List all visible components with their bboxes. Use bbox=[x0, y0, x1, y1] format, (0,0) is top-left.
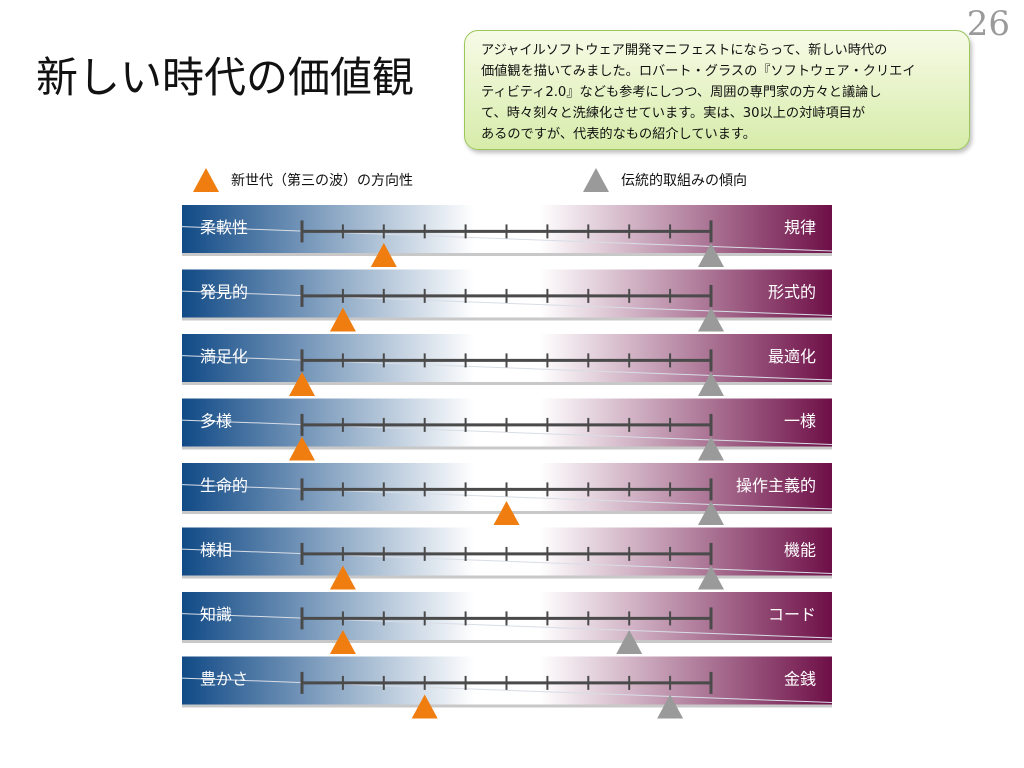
scale-row: 発見的 形式的 bbox=[181, 269, 833, 332]
new-generation-marker bbox=[329, 630, 356, 654]
new-generation-marker bbox=[411, 694, 438, 719]
right-value-label: 規律 bbox=[784, 218, 816, 237]
right-value-label: 一様 bbox=[784, 412, 816, 431]
scale-row: 様相 機能 bbox=[181, 527, 833, 590]
scale-bar-shadow bbox=[182, 575, 832, 579]
gray-triangle-icon bbox=[583, 168, 609, 192]
traditional-marker bbox=[698, 243, 724, 267]
new-generation-marker bbox=[329, 565, 356, 590]
orange-triangle-icon bbox=[193, 168, 219, 192]
scale-diagonal bbox=[181, 355, 833, 381]
new-generation-marker bbox=[493, 501, 520, 525]
scale-row: 知識 コード bbox=[181, 592, 833, 654]
traditional-marker bbox=[657, 694, 684, 719]
legend-new-label: 新世代（第三の波）の方向性 bbox=[231, 173, 413, 189]
callout-line: て、時々刻々と洗練化させています。実は、30以上の対峙項目が bbox=[481, 106, 866, 121]
page-number: 26 bbox=[966, 4, 1010, 44]
new-generation-marker bbox=[370, 243, 397, 267]
scale-bar-shadow bbox=[182, 382, 832, 385]
scale-row: 豊かさ 金銭 bbox=[181, 656, 833, 719]
right-value-label: 機能 bbox=[784, 541, 816, 560]
scale-diagonal bbox=[181, 290, 833, 316]
callout-line: ティビティ2.0』なども参考にしつつ、周囲の専門家の方々と議論し bbox=[481, 85, 882, 100]
left-value-label: 様相 bbox=[200, 541, 232, 560]
callout-line: あるのですが、代表的なもの紹介しています。 bbox=[481, 127, 756, 142]
callout-line: 価値観を描いてみました。ロバート・グラスの『ソフトウェア・クリエイ bbox=[481, 64, 916, 79]
scale-row: 柔軟性 規律 bbox=[181, 205, 833, 267]
scale-row: 満足化 最適化 bbox=[181, 334, 833, 396]
scale-diagonal bbox=[181, 419, 833, 445]
legend-new-generation: 新世代（第三の波）の方向性 bbox=[193, 165, 413, 195]
scale-bar-shadow bbox=[182, 704, 832, 708]
slide-title: 新しい時代の価値観 bbox=[36, 53, 415, 102]
scale-diagonal bbox=[181, 226, 833, 252]
scale-bar-shadow bbox=[182, 446, 832, 450]
scale-diagonal bbox=[181, 613, 833, 639]
right-value-label: 金銭 bbox=[784, 670, 816, 689]
traditional-marker bbox=[698, 307, 724, 332]
right-value-label: 最適化 bbox=[768, 347, 816, 366]
left-value-label: 発見的 bbox=[200, 283, 248, 302]
new-generation-marker bbox=[289, 436, 315, 461]
new-generation-marker bbox=[289, 372, 315, 396]
scale-diagonal bbox=[181, 484, 833, 510]
scale-diagonal bbox=[181, 548, 833, 574]
left-value-label: 豊かさ bbox=[200, 670, 248, 689]
scale-row: 生命的 操作主義的 bbox=[181, 463, 833, 525]
traditional-marker bbox=[698, 501, 724, 525]
scale-diagonal bbox=[181, 677, 833, 703]
right-value-label: 操作主義的 bbox=[736, 476, 816, 495]
left-value-label: 知識 bbox=[200, 605, 232, 624]
scale-row: 多様 一様 bbox=[181, 398, 833, 461]
left-value-label: 生命的 bbox=[200, 476, 248, 495]
traditional-marker bbox=[616, 630, 643, 654]
new-generation-marker bbox=[329, 307, 356, 332]
left-value-label: 多様 bbox=[200, 412, 232, 431]
description-callout: アジャイルソフトウェア開発マニフェストにならって、新しい時代の 価値観を描いてみ… bbox=[464, 30, 970, 150]
legend-traditional: 伝統的取組みの傾向 bbox=[583, 165, 747, 195]
traditional-marker bbox=[698, 372, 724, 396]
scale-bar-shadow bbox=[182, 317, 832, 321]
right-value-label: 形式的 bbox=[768, 283, 816, 302]
traditional-marker bbox=[698, 436, 724, 461]
traditional-marker bbox=[698, 565, 724, 590]
callout-line: アジャイルソフトウェア開発マニフェストにならって、新しい時代の bbox=[481, 43, 888, 58]
scale-bar-shadow bbox=[182, 640, 832, 643]
scale-bar-shadow bbox=[182, 253, 832, 256]
right-value-label: コード bbox=[768, 605, 816, 624]
left-value-label: 柔軟性 bbox=[200, 218, 248, 237]
left-value-label: 満足化 bbox=[200, 347, 248, 366]
legend-traditional-label: 伝統的取組みの傾向 bbox=[621, 173, 747, 189]
